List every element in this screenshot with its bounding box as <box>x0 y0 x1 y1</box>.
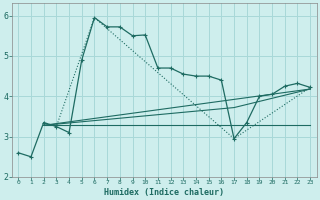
X-axis label: Humidex (Indice chaleur): Humidex (Indice chaleur) <box>104 188 224 197</box>
